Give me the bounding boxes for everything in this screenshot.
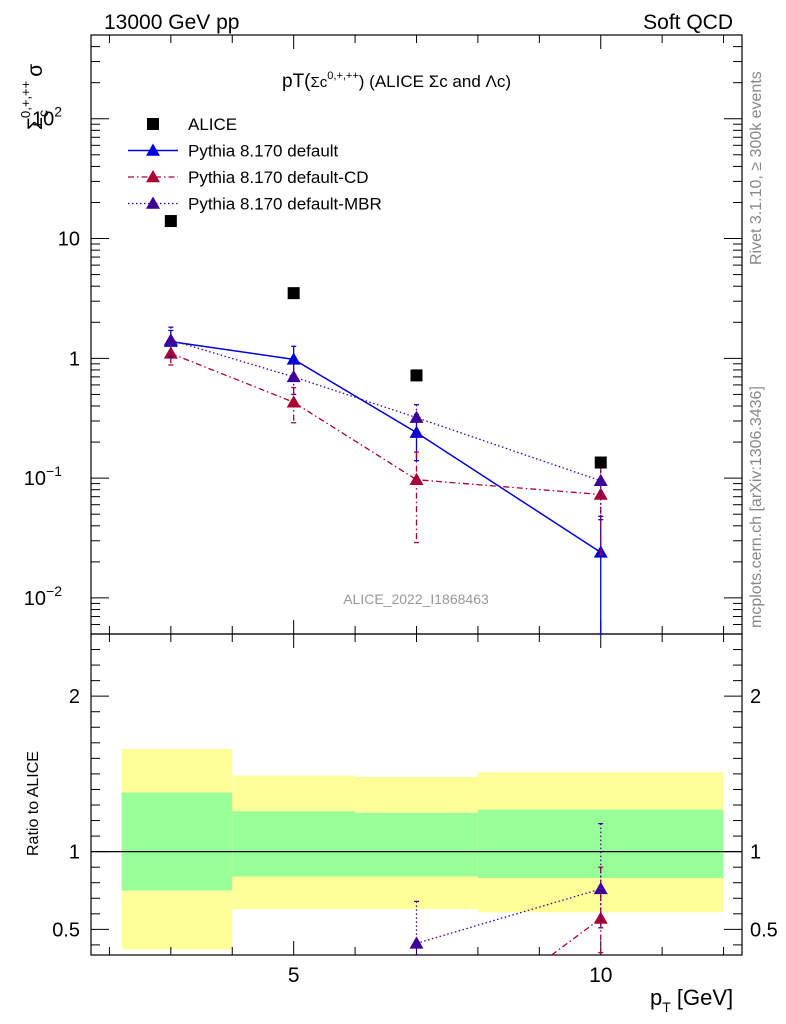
point-pythia-8-170-default-mbr-3 — [593, 473, 608, 487]
ratio-y-tick-label-right-2: 2 — [750, 686, 761, 708]
y-tick-base: 10 — [32, 109, 54, 131]
point-alice-3 — [594, 456, 607, 469]
series-alice — [164, 215, 607, 469]
ratio-y-tick-label-1: 1 — [69, 842, 80, 864]
main-title-superscript: 0,+,++ — [327, 70, 359, 82]
legend-entry-alice: ALICE — [147, 115, 237, 134]
y-tick-label-2: 1 — [69, 348, 80, 370]
point-alice-0 — [164, 215, 177, 228]
y-tick-base: 10 — [58, 229, 80, 251]
legend-marker-pythia-8-170-default-mbr — [146, 196, 160, 209]
mcplots-text: mcplots.cern.ch [arXiv:1306.3436] — [748, 386, 765, 628]
ylabel-base: Σ — [24, 117, 47, 130]
ratio-y-tick-label-right-0.5: 0.5 — [750, 919, 778, 941]
series-pythia-8-170-default — [163, 329, 608, 635]
main-title-suffix: ) (ALICE Σc and Λc) — [359, 72, 511, 91]
y-tick-exponent: −2 — [46, 583, 62, 599]
legend-marker-pythia-8-170-default — [146, 143, 160, 156]
ylabel-tail: σ — [24, 64, 47, 77]
x-tick-label-5: 5 — [288, 964, 300, 987]
ratio-y-tick-label-right-1: 1 — [750, 842, 761, 864]
ratio-y-tick-label-2: 2 — [69, 686, 80, 708]
series-line-pythia-8-170-default — [170, 340, 602, 554]
main-ylabel: Σc0,+,++ σ — [18, 64, 51, 130]
legend-marker-pythia-8-170-default-cd — [146, 170, 160, 183]
ylabel-sub: c — [35, 110, 51, 117]
y-tick-label-1: 10−1 — [24, 463, 62, 490]
main-title-symbol: Σc — [311, 74, 328, 91]
point-alice-1 — [287, 287, 300, 300]
ratio-uncertainty-bands — [91, 749, 742, 950]
band-inner-0 — [121, 792, 233, 891]
main-title: pT(Σc0,+,++) (ALICE Σc and Λc) — [282, 70, 511, 92]
y-tick-exponent: −1 — [46, 463, 62, 479]
rivet-version-text: Rivet 3.1.10, ≥ 300k events — [748, 71, 765, 265]
legend: ALICE Pythia 8.170 default Pythia 8.170 de… — [128, 115, 382, 214]
point-pythia-8-170-default-cd-2 — [409, 472, 424, 485]
series-line-pythia-8-170-default-mbr — [170, 339, 601, 482]
y-tick-label-4: 102 — [32, 104, 62, 131]
point-alice-2 — [410, 369, 423, 382]
xlabel-sub: T — [662, 999, 671, 1015]
point-pythia-8-170-default-mbr-2 — [409, 410, 424, 423]
y-tick-base: 10 — [24, 468, 46, 490]
svg-text:Σc0,+,++σ: Σc0,+,++ σ — [18, 64, 51, 130]
point-pythia-8-170-default-cd-1 — [286, 395, 301, 408]
series-pythia-8-170-default-cd — [163, 343, 608, 556]
y-tick-base: 1 — [69, 348, 80, 370]
header-right: Soft QCD — [643, 11, 733, 34]
y-tick-exponent: 2 — [54, 104, 62, 120]
analysis-watermark: ALICE_2022_I1868463 — [343, 591, 489, 607]
legend-label-alice: ALICE — [188, 115, 237, 134]
series-pythia-8-170-default-mbr — [163, 326, 608, 521]
point-pythia-8-170-default-mbr-0 — [163, 333, 178, 346]
legend-label-pythia-8-170-default-mbr: Pythia 8.170 default-MBR — [188, 195, 382, 214]
x-tick-label-10: 10 — [589, 964, 612, 987]
point-pythia-8-170-default-1 — [286, 352, 301, 365]
legend-entry-pythia-8-170-default-cd: Pythia 8.170 default-CD — [128, 168, 369, 187]
point-pythia-8-170-default-mbr-1 — [286, 369, 301, 383]
point-pythia-8-170-default-2 — [409, 425, 424, 438]
point-ratio-pythia-8-170-default-cd-1 — [593, 911, 608, 924]
series-ratio-pythia-8-170-default-mbr — [409, 822, 608, 956]
main-title-prefix: pT( — [282, 71, 311, 92]
band-inner-1 — [232, 811, 356, 877]
legend-entry-pythia-8-170-default-mbr: Pythia 8.170 default-MBR — [128, 195, 382, 214]
xlabel-base: p — [650, 985, 662, 1010]
legend-entry-pythia-8-170-default: Pythia 8.170 default — [128, 142, 339, 161]
ratio-y-tick-label-0.5: 0.5 — [52, 919, 80, 941]
legend-label-pythia-8-170-default-cd: Pythia 8.170 default-CD — [188, 168, 369, 187]
ylabel-sup: 0,+,++ — [18, 81, 33, 118]
series-line-ratio-pythia-8-170-default-mbr — [416, 888, 601, 944]
xlabel-tail: [GeV] — [671, 985, 733, 1010]
xlabel: pT [GeV] — [650, 985, 733, 1015]
point-ratio-pythia-8-170-default-mbr-1 — [593, 881, 608, 895]
series-line-ratio-pythia-8-170-default-cd — [551, 917, 602, 956]
header-left: 13000 GeV pp — [104, 11, 239, 34]
legend-marker-alice — [147, 118, 159, 130]
band-inner-2 — [355, 812, 478, 877]
point-ratio-pythia-8-170-default-mbr-0 — [409, 936, 424, 949]
y-tick-label-0: 10−2 — [24, 583, 62, 610]
y-tick-base: 10 — [24, 588, 46, 610]
legend-label-pythia-8-170-default: Pythia 8.170 default — [188, 142, 339, 161]
series-ratio-pythia-8-170-default-cd — [551, 866, 608, 956]
y-tick-label-3: 10 — [58, 229, 80, 251]
series-line-pythia-8-170-default-cd — [170, 352, 601, 496]
point-pythia-8-170-default-cd-3 — [593, 487, 608, 500]
ratio-ylabel: Ratio to ALICE — [25, 751, 42, 856]
data-marks — [163, 215, 608, 956]
